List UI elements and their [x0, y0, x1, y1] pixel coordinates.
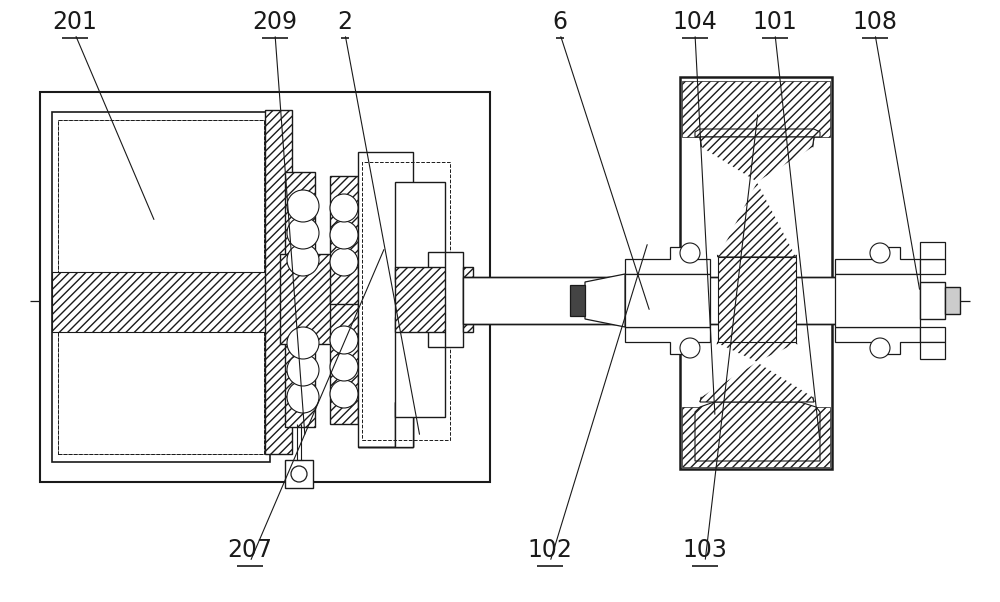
Circle shape: [870, 338, 890, 358]
Polygon shape: [625, 247, 710, 274]
Polygon shape: [625, 327, 710, 354]
Polygon shape: [701, 147, 757, 255]
Circle shape: [287, 217, 319, 249]
Circle shape: [330, 248, 358, 276]
Circle shape: [330, 353, 358, 381]
Text: 2: 2: [338, 10, 352, 34]
Bar: [945, 287, 960, 314]
Bar: [280, 254, 360, 344]
Polygon shape: [695, 129, 820, 137]
Polygon shape: [682, 81, 830, 137]
Polygon shape: [700, 342, 814, 402]
Bar: [265, 110, 292, 454]
Polygon shape: [701, 344, 757, 397]
Circle shape: [287, 190, 319, 222]
Polygon shape: [835, 247, 920, 274]
Polygon shape: [395, 402, 413, 447]
Bar: [463, 277, 885, 324]
Bar: [920, 282, 945, 319]
Bar: [358, 152, 413, 447]
Bar: [920, 242, 945, 259]
Polygon shape: [585, 274, 625, 327]
Bar: [330, 176, 358, 304]
Circle shape: [291, 466, 307, 482]
Bar: [285, 292, 315, 427]
Circle shape: [330, 194, 358, 222]
Bar: [395, 267, 450, 332]
Polygon shape: [835, 327, 920, 354]
Bar: [52, 272, 270, 332]
Bar: [362, 162, 450, 440]
Bar: [920, 342, 945, 359]
Text: 201: 201: [53, 10, 97, 34]
Circle shape: [287, 327, 319, 359]
Bar: [52, 112, 270, 462]
Polygon shape: [920, 327, 945, 342]
Bar: [463, 267, 473, 332]
Text: 104: 104: [673, 10, 717, 34]
Bar: [680, 77, 832, 469]
Circle shape: [287, 381, 319, 413]
Polygon shape: [682, 407, 830, 467]
Text: 103: 103: [683, 538, 727, 562]
Polygon shape: [757, 147, 813, 255]
Polygon shape: [757, 344, 813, 397]
Bar: [835, 274, 920, 327]
Polygon shape: [695, 402, 820, 461]
Text: 108: 108: [852, 10, 898, 34]
Bar: [58, 120, 264, 454]
Circle shape: [680, 338, 700, 358]
Text: 102: 102: [528, 538, 572, 562]
Circle shape: [287, 244, 319, 276]
Bar: [58, 120, 264, 454]
Circle shape: [330, 380, 358, 408]
Bar: [445, 252, 463, 347]
Polygon shape: [358, 402, 413, 447]
Circle shape: [287, 354, 319, 386]
Text: 6: 6: [552, 10, 568, 34]
Bar: [625, 274, 710, 327]
Bar: [570, 285, 585, 316]
Bar: [285, 172, 315, 307]
Text: 207: 207: [228, 538, 272, 562]
Text: 209: 209: [252, 10, 298, 34]
Circle shape: [680, 243, 700, 263]
Polygon shape: [700, 137, 814, 257]
Polygon shape: [395, 182, 445, 282]
Polygon shape: [920, 259, 945, 274]
Bar: [40, 92, 490, 482]
Bar: [285, 460, 313, 488]
Polygon shape: [718, 257, 796, 342]
Bar: [330, 296, 358, 424]
Polygon shape: [395, 317, 445, 417]
Text: 101: 101: [753, 10, 797, 34]
Circle shape: [870, 243, 890, 263]
Circle shape: [330, 221, 358, 249]
Circle shape: [330, 326, 358, 354]
